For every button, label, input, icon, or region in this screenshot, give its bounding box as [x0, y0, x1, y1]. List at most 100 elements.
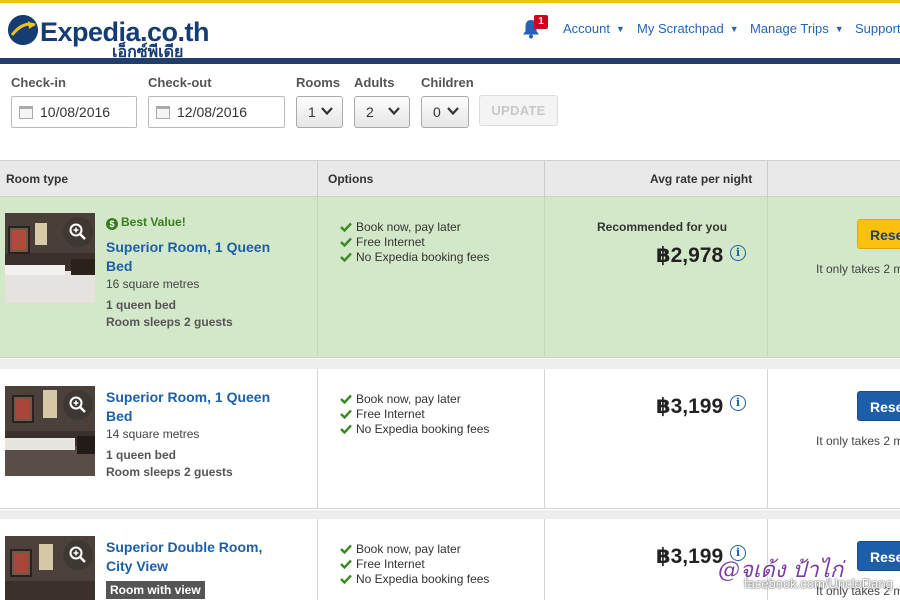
column-divider — [544, 519, 545, 600]
option-item: No Expedia booking fees — [340, 572, 489, 586]
column-divider — [317, 519, 318, 600]
column-divider — [317, 197, 318, 358]
room-table-header: Room type Options Avg rate per night — [0, 160, 900, 197]
room-row: $ Best Value! Superior Room, 1 Queen Bed … — [0, 197, 900, 358]
adults-label: Adults — [354, 75, 395, 90]
reserve-time-note: It only takes 2 minutes — [816, 434, 900, 448]
price-info-icon[interactable]: i — [730, 545, 746, 561]
header-options: Options — [328, 172, 374, 186]
option-label: No Expedia booking fees — [356, 250, 490, 264]
watermark-facebook-url: facebook.com/UncleDang — [744, 576, 893, 591]
zoom-photo-icon[interactable] — [63, 540, 93, 570]
nav-account-menu[interactable]: Account ▼ — [563, 21, 625, 36]
option-label: No Expedia booking fees — [356, 422, 490, 436]
room-photo[interactable] — [5, 213, 95, 303]
recommended-label: Recommended for you — [597, 220, 728, 234]
chevron-down-icon: ▼ — [834, 24, 844, 34]
column-divider — [544, 197, 545, 358]
watermark-signature: @จเด้ง ป้าไก่ — [718, 558, 844, 583]
room-price: ฿3,199 — [656, 545, 724, 568]
price-info-icon[interactable]: i — [730, 395, 746, 411]
zoom-photo-icon[interactable] — [63, 390, 93, 420]
checkmark-icon — [340, 252, 352, 262]
column-divider — [767, 197, 768, 358]
room-title-link[interactable]: Superior Double Room, City View — [106, 539, 263, 574]
option-label: Book now, pay later — [356, 542, 461, 556]
room-size: 16 square metres — [106, 277, 200, 291]
reserve-button[interactable]: Reserve — [857, 541, 900, 571]
checkin-date-field[interactable]: 10/08/2016 — [11, 96, 137, 128]
room-title-link[interactable]: Superior Room, 1 Queen Bed — [106, 389, 271, 424]
room-photo[interactable] — [5, 536, 95, 600]
room-title-link[interactable]: Superior Room, 1 Queen Bed — [106, 239, 271, 274]
adults-select-value: 2 — [366, 104, 374, 120]
reserve-time-note: It only takes 2 minutes — [816, 262, 900, 276]
option-item: No Expedia booking fees — [340, 422, 489, 436]
room-bed-type: 1 queen bed — [106, 448, 177, 462]
checkmark-icon — [340, 424, 352, 434]
checkmark-icon — [340, 574, 352, 584]
checkout-date-value: 12/08/2016 — [177, 104, 248, 120]
checkmark-icon — [340, 409, 352, 419]
room-price: ฿3,199 — [656, 395, 724, 418]
notification-count-badge: 1 — [534, 15, 548, 29]
option-label: Free Internet — [356, 235, 425, 249]
nav-scratchpad-menu[interactable]: My Scratchpad ▼ — [637, 21, 739, 36]
room-row: Superior Room, 1 Queen Bed 14 square met… — [0, 369, 900, 509]
expedia-logo[interactable]: Expedia.co.th เอ็กซ์พีเดีย — [8, 11, 210, 61]
nav-manage-trips-label: Manage Trips — [750, 21, 829, 36]
update-button[interactable]: UPDATE — [479, 95, 558, 126]
checkout-label: Check-out — [148, 75, 212, 90]
option-item: Book now, pay later — [340, 542, 461, 556]
children-select-value: 0 — [433, 104, 441, 120]
option-label: Free Internet — [356, 557, 425, 571]
price-info-icon[interactable]: i — [730, 245, 746, 261]
column-divider — [767, 369, 768, 509]
column-divider — [317, 369, 318, 509]
header-navy-stripe — [0, 58, 900, 64]
header-top-accent — [0, 0, 900, 3]
room-photo[interactable] — [5, 386, 95, 476]
checkout-date-field[interactable]: 12/08/2016 — [148, 96, 285, 128]
calendar-icon — [19, 106, 33, 119]
room-bed-type: 1 queen bed — [106, 298, 177, 312]
header-divider — [544, 161, 545, 197]
option-item: No Expedia booking fees — [340, 250, 489, 264]
option-label: No Expedia booking fees — [356, 572, 490, 586]
best-value-label: Best Value! — [121, 215, 186, 229]
nav-manage-trips-menu[interactable]: Manage Trips ▼ — [750, 21, 844, 36]
reserve-time-note: It only takes 2 minutes — [816, 584, 900, 598]
rooms-select[interactable]: 1 — [296, 96, 343, 128]
checkmark-icon — [340, 222, 352, 232]
room-view-tag: Room with view — [106, 581, 205, 599]
dollar-coin-icon: $ — [106, 218, 118, 230]
adults-select[interactable]: 2 — [354, 96, 410, 128]
zoom-photo-icon[interactable] — [63, 217, 93, 247]
children-select[interactable]: 0 — [421, 96, 469, 128]
rooms-label: Rooms — [296, 75, 341, 90]
reserve-button[interactable]: Reserve — [857, 219, 900, 249]
reserve-button[interactable]: Reserve — [857, 391, 900, 421]
header-avg-rate: Avg rate per night — [650, 172, 753, 186]
option-item: Book now, pay later — [340, 220, 461, 234]
column-divider — [544, 369, 545, 509]
row-separator — [0, 510, 900, 519]
checkin-label: Check-in — [11, 75, 66, 90]
chevron-down-icon: ▼ — [729, 24, 739, 34]
option-item: Free Internet — [340, 235, 425, 249]
option-label: Book now, pay later — [356, 220, 461, 234]
nav-support-label: Support — [855, 21, 900, 36]
chevron-down-icon: ▼ — [615, 24, 625, 34]
room-row: Superior Double Room, City View Room wit… — [0, 519, 900, 600]
room-sleeps: Room sleeps 2 guests — [106, 315, 233, 329]
children-label: Children — [421, 75, 474, 90]
checkin-date-value: 10/08/2016 — [40, 104, 111, 120]
chevron-down-icon — [388, 107, 400, 116]
checkmark-icon — [340, 559, 352, 569]
option-item: Free Internet — [340, 557, 425, 571]
nav-support-menu[interactable]: Support — [855, 21, 900, 36]
logo-thai-wordmark: เอ็กซ์พีเดีย — [112, 44, 184, 61]
logo-wordmark: Expedia.co.th — [40, 17, 210, 47]
checkmark-icon — [340, 544, 352, 554]
room-size: 14 square metres — [106, 427, 200, 441]
